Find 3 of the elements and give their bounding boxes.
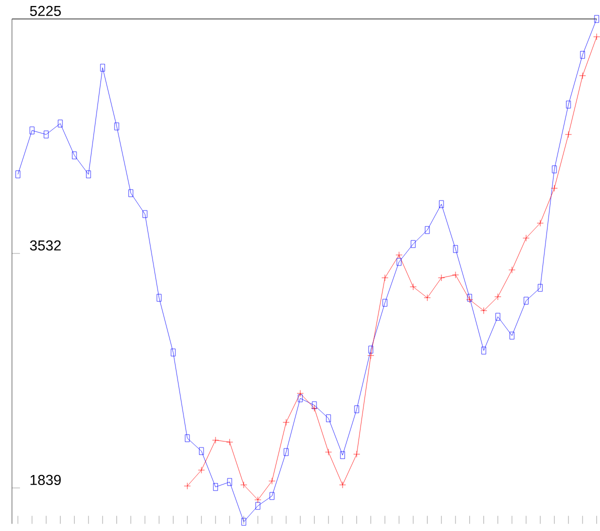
y-tick-label: 3532	[30, 240, 61, 251]
y-tick-label: 5225	[30, 6, 61, 16]
y-tick-label: 1839	[30, 475, 61, 486]
